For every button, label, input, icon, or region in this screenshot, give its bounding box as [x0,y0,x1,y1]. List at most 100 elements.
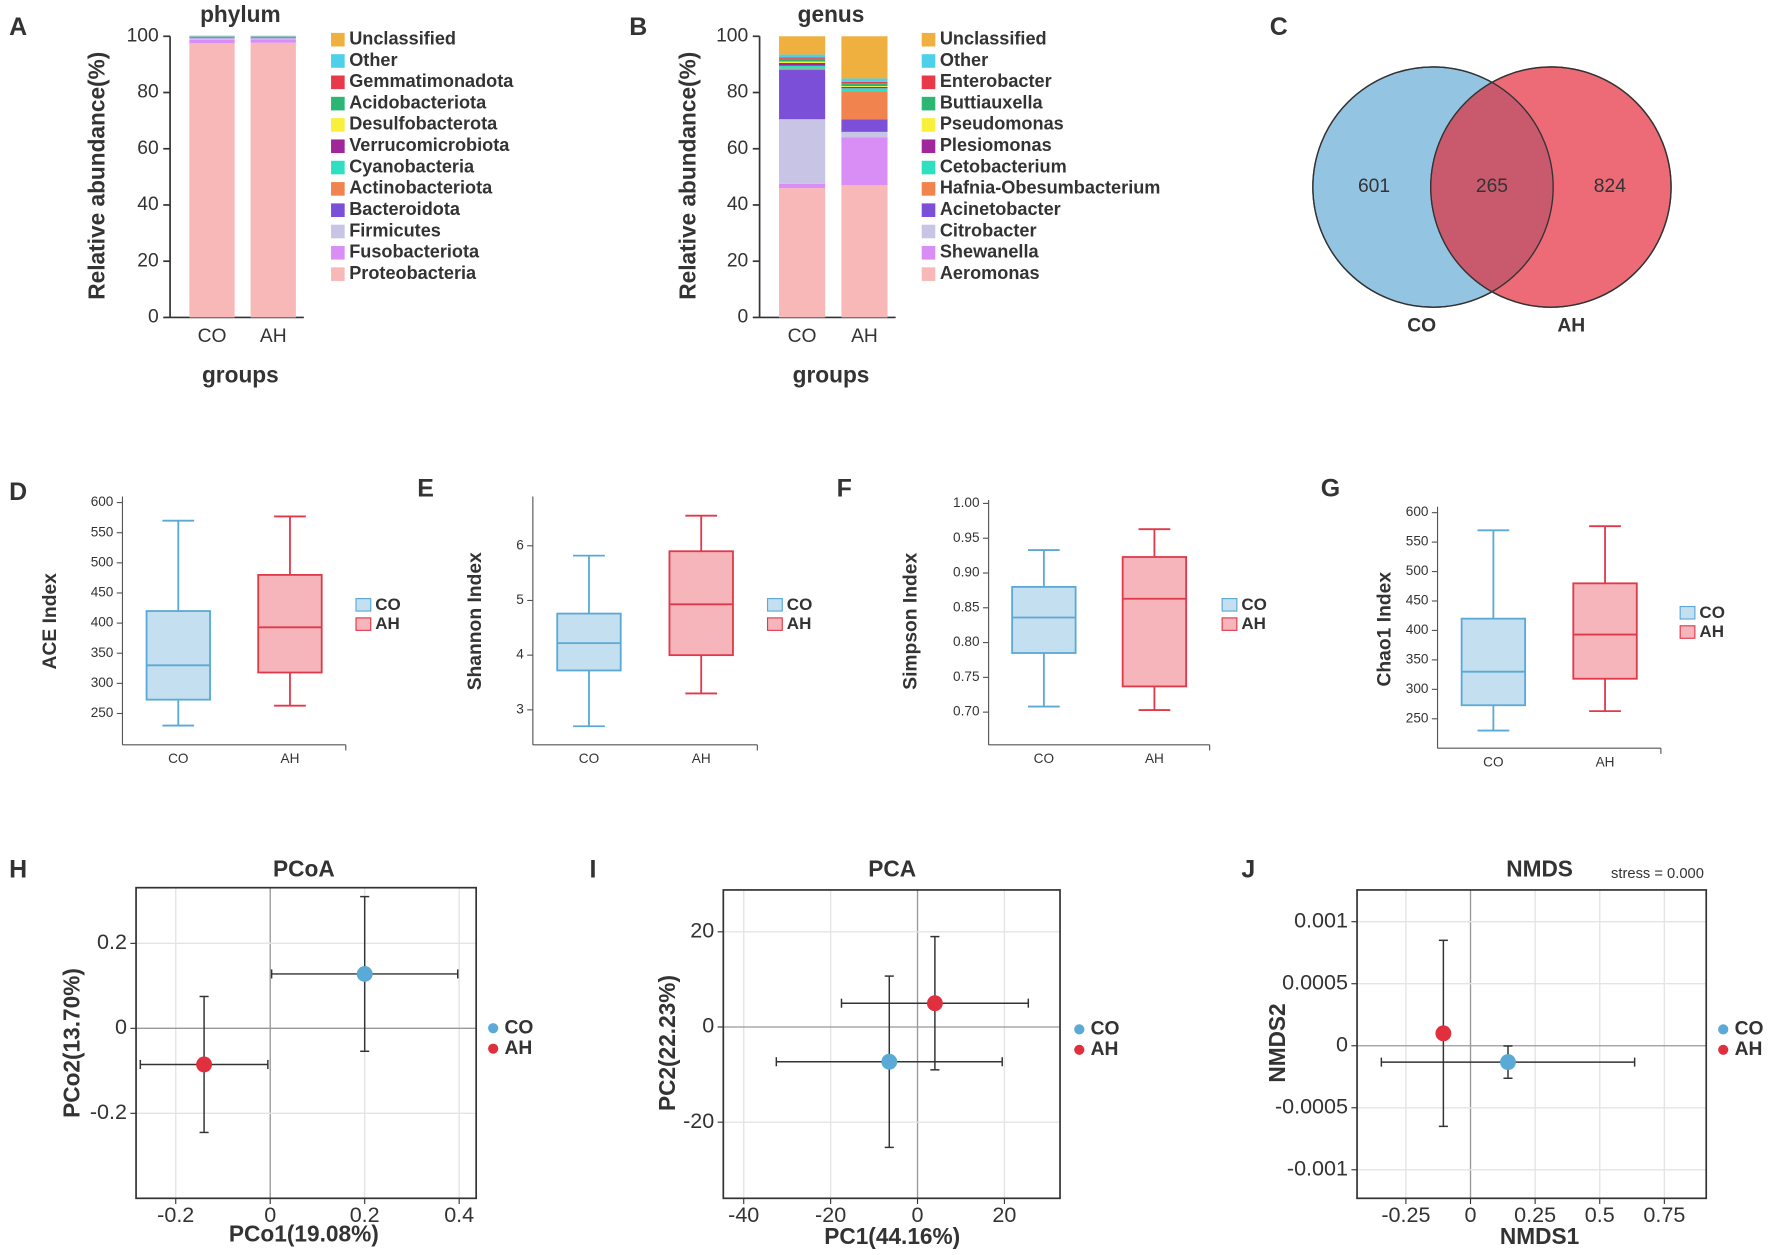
y-tick-label: 40 [137,194,158,215]
x-tick-label: CO [198,326,227,347]
bar-segment [841,78,888,82]
legend-swatch [331,54,345,68]
x-tick-label: AH [281,751,300,766]
box [1121,556,1188,688]
x-tick-label: CO [579,751,599,766]
y-tick-label: 20 [137,250,158,271]
legend-swatch [355,617,372,631]
chart-title: phylum [200,1,281,27]
plot-border [135,886,478,1200]
legend-swatch [921,96,936,111]
y-tick-label: 1.00 [953,495,980,510]
bar-segment [841,137,888,186]
legend-swatch [766,617,783,631]
panel-label: H [9,855,27,883]
x-tick-label: CO [168,751,188,766]
y-tick-label: 60 [137,138,158,159]
bar-segment [779,54,826,58]
plot-frame [1357,889,1707,1199]
y-tick-label: 600 [91,494,114,509]
x-tick-label: CO [788,326,817,347]
x-tick-label: 0 [264,1203,276,1227]
chart-title: PCA [868,856,916,882]
y-tick-label: 0 [1336,1032,1348,1056]
legend-label: Aeromonas [940,263,1040,283]
legend-label: Actinobacteriota [349,178,493,198]
legend-swatch [921,224,936,239]
y-tick-label: 350 [1406,651,1429,666]
point [881,1053,898,1070]
legend-marker [1074,1024,1085,1035]
legend-swatch [331,182,345,196]
y-tick-label: 550 [91,524,114,539]
y-tick-label: 300 [1406,681,1429,696]
y-tick-label: 100 [716,25,748,46]
y-axis-title: PCo2(13.70%) [59,968,85,1118]
box [1011,586,1077,654]
y-tick-label: 100 [127,25,159,46]
x-tick-label: -20 [815,1203,846,1227]
y-tick-label: 80 [727,82,748,103]
x-tick-label: CO [1034,751,1054,766]
legend-label: Plesiomonas [940,135,1052,155]
y-tick-label: 0.95 [953,530,979,545]
y-axis-title: Shannon Index [465,552,486,690]
venn-outline [1312,66,1554,308]
legend-swatch [921,75,936,90]
bar-segment [841,86,888,89]
y-tick-label: -0.0005 [1275,1094,1348,1118]
y-axis-title: Relative abundance(%) [674,52,700,300]
y-tick-label: 0.001 [1294,908,1348,932]
bar-segment [841,81,888,84]
y-tick-label: 300 [91,675,114,690]
legend-swatch [331,75,345,90]
bar-segment [189,39,235,44]
legend-marker [488,1023,499,1034]
venn-count: 265 [1476,176,1508,197]
legend-marker [1718,1044,1729,1055]
x-tick-label: 0 [912,1203,924,1227]
legend-swatch [921,54,936,68]
plot-border [722,889,1061,1200]
y-tick-label: -0.001 [1287,1156,1348,1180]
bar-segment [841,36,888,79]
x-tick-label: -0.25 [1381,1203,1430,1227]
legend-label: Desulfobacterota [349,114,498,134]
box [1572,582,1638,680]
legend-marker [1718,1024,1729,1035]
y-tick-label: 400 [1406,622,1429,637]
bar-segment [841,119,888,132]
x-axis-title: groups [202,361,279,387]
legend-label: Other [940,50,988,70]
venn-count: 601 [1358,176,1390,197]
legend-label: Firmicutes [349,220,441,240]
legend-swatch [921,182,936,196]
bar-segment [250,42,296,318]
legend-label: CO [787,595,813,614]
legend-swatch [921,203,936,217]
legend-label: AH [787,614,812,633]
legend-swatch [331,224,345,239]
y-tick-label: 0.75 [953,669,979,684]
legend-swatch [331,203,345,217]
y-tick-label: 550 [1406,534,1429,549]
x-tick-label: 0.2 [350,1203,380,1227]
bar-segment [189,35,235,37]
x-tick-label: 0.75 [1643,1203,1685,1227]
legend-label: AH [1735,1039,1763,1060]
point [356,966,373,982]
legend-label: Unclassified [349,28,456,48]
bar-segment [841,91,888,120]
bar-segment [250,38,296,40]
legend-swatch [331,246,345,260]
legend-label: CO [375,595,401,614]
y-tick-label: 60 [727,138,748,159]
legend-marker [488,1043,499,1054]
legend-label: Unclassified [940,28,1047,48]
box [1460,617,1527,707]
panel-label: E [417,474,434,502]
y-tick-label: 500 [91,554,114,569]
x-axis-title: groups [793,361,870,387]
legend-swatch [331,160,345,175]
